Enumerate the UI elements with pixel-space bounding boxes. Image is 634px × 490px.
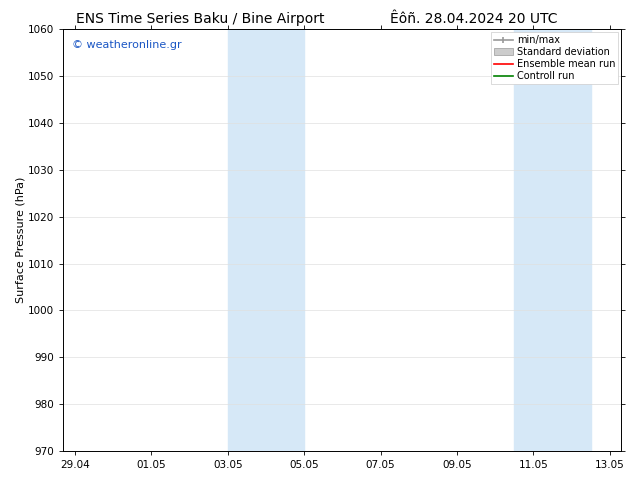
Text: © weatheronline.gr: © weatheronline.gr xyxy=(72,40,181,50)
Bar xyxy=(514,29,591,451)
Text: ENS Time Series Baku / Bine Airport: ENS Time Series Baku / Bine Airport xyxy=(76,12,325,26)
Bar xyxy=(228,29,304,451)
Legend: min/max, Standard deviation, Ensemble mean run, Controll run: min/max, Standard deviation, Ensemble me… xyxy=(491,32,618,84)
Y-axis label: Surface Pressure (hPa): Surface Pressure (hPa) xyxy=(15,177,25,303)
Text: Êôñ. 28.04.2024 20 UTC: Êôñ. 28.04.2024 20 UTC xyxy=(391,12,558,26)
